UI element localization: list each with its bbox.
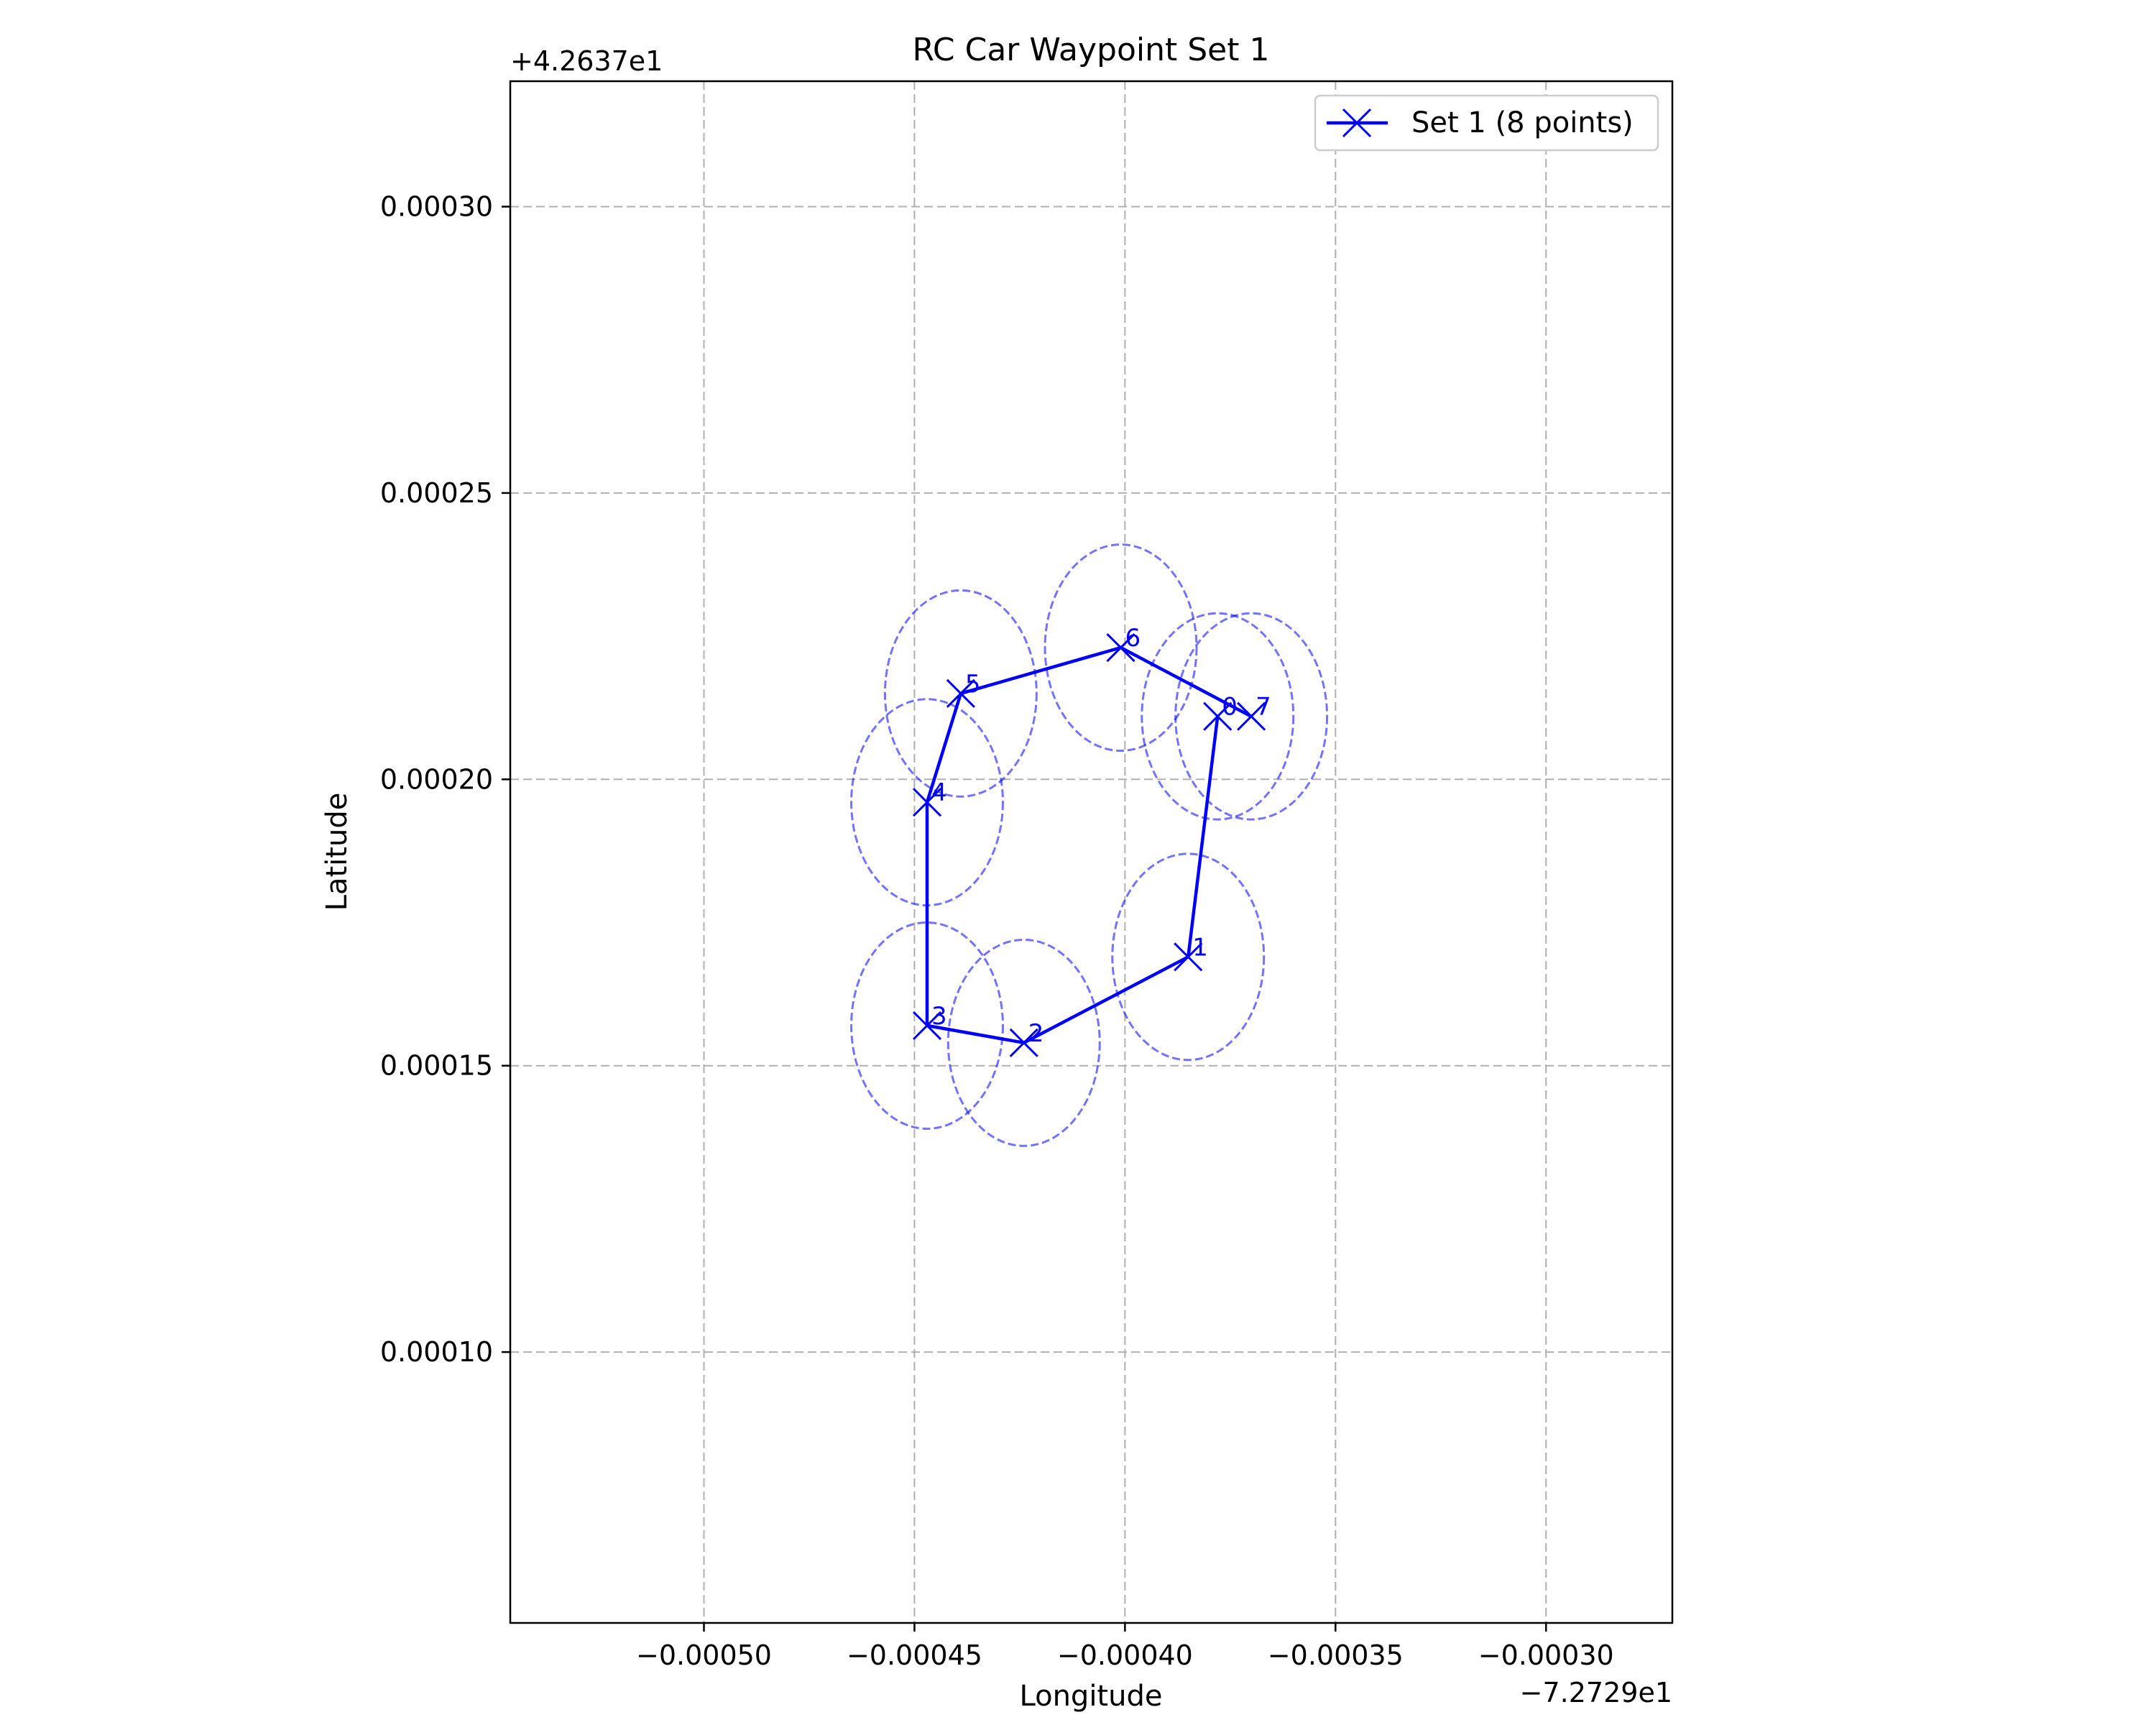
y-tick-label: 0.00025 <box>380 477 493 509</box>
waypoint-circle-7 <box>1174 612 1329 821</box>
y-tick-label: 0.00015 <box>380 1050 493 1082</box>
chart-title: RC Car Waypoint Set 1 <box>913 32 1270 68</box>
marker-stroke <box>912 788 942 817</box>
y-axis-label: Latitude <box>321 793 354 911</box>
legend-x-marker <box>1342 108 1372 138</box>
waypoint-label-2: 2 <box>1028 1019 1044 1048</box>
x-tick-label: −0.00030 <box>1478 1639 1614 1671</box>
marker-stroke <box>1203 702 1233 731</box>
x-tick-label: −0.00050 <box>636 1639 772 1671</box>
waypoint-circle-1 <box>1111 852 1266 1062</box>
waypoint-markers <box>912 632 1266 1057</box>
waypoint-marker-2 <box>1009 1028 1038 1057</box>
waypoint-label-6: 6 <box>1125 624 1141 653</box>
y-tick-label: 0.00010 <box>380 1336 493 1368</box>
waypoint-marker-5 <box>946 678 975 708</box>
legend: Set 1 (8 points) <box>1314 94 1659 152</box>
waypoint-label-1: 1 <box>1192 933 1208 962</box>
legend-marker-stroke <box>1342 108 1372 138</box>
marker-stroke <box>912 1011 942 1040</box>
waypoint-radius-circles <box>850 543 1329 1147</box>
waypoint-circle-6 <box>1044 543 1198 752</box>
waypoint-circle-2 <box>946 938 1101 1147</box>
x-axis-ticks: −0.00050 −0.00045 −0.00040 −0.00035 −0.00030 <box>636 1623 1614 1671</box>
marker-stroke <box>1237 702 1266 731</box>
legend-box <box>1314 94 1659 152</box>
y-tick-label: 0.00020 <box>380 763 493 795</box>
waypoint-circle-3 <box>850 921 1004 1130</box>
waypoint-marker-7 <box>1237 702 1266 731</box>
y-tick-label: 0.00030 <box>380 191 493 223</box>
marker-stroke <box>1009 1028 1038 1057</box>
x-axis-label: Longitude <box>1020 1680 1163 1713</box>
x-tick-label: −0.00040 <box>1057 1639 1193 1671</box>
x-tick-label: −0.00045 <box>847 1639 982 1671</box>
x-tick-label: −0.00035 <box>1268 1639 1404 1671</box>
waypoint-labels: 0 1 2 3 4 5 6 7 <box>931 624 1271 1048</box>
waypoint-label-4: 4 <box>931 778 947 807</box>
waypoint-circle-5 <box>883 589 1038 798</box>
marker-stroke <box>946 678 975 708</box>
waypoint-label-3: 3 <box>931 1002 947 1031</box>
x-offset-label: −7.2729e1 <box>1520 1677 1672 1708</box>
waypoint-marker-0 <box>1203 702 1233 731</box>
waypoint-label-0: 0 <box>1222 693 1238 722</box>
waypoint-route-line <box>925 645 1253 1045</box>
waypoint-marker-3 <box>912 1011 942 1040</box>
vertical-gridlines <box>703 81 1547 1623</box>
waypoint-label-7: 7 <box>1256 693 1271 722</box>
y-offset-label: +4.2637e1 <box>510 45 663 77</box>
y-axis-ticks: 0.00010 0.00015 0.00020 0.00025 0.00030 <box>380 191 510 1368</box>
waypoint-marker-6 <box>1106 632 1135 663</box>
marker-stroke <box>1174 942 1203 972</box>
plot-frame <box>509 80 1674 1624</box>
waypoint-circle-0 <box>1141 612 1295 821</box>
marker-stroke <box>1106 632 1135 663</box>
waypoint-marker-4 <box>912 788 942 817</box>
waypoint-marker-1 <box>1174 942 1203 972</box>
plot-area <box>510 81 1672 1623</box>
waypoint-label-5: 5 <box>965 670 981 699</box>
legend-entry-set-1: Set 1 (8 points) <box>1411 106 1634 139</box>
